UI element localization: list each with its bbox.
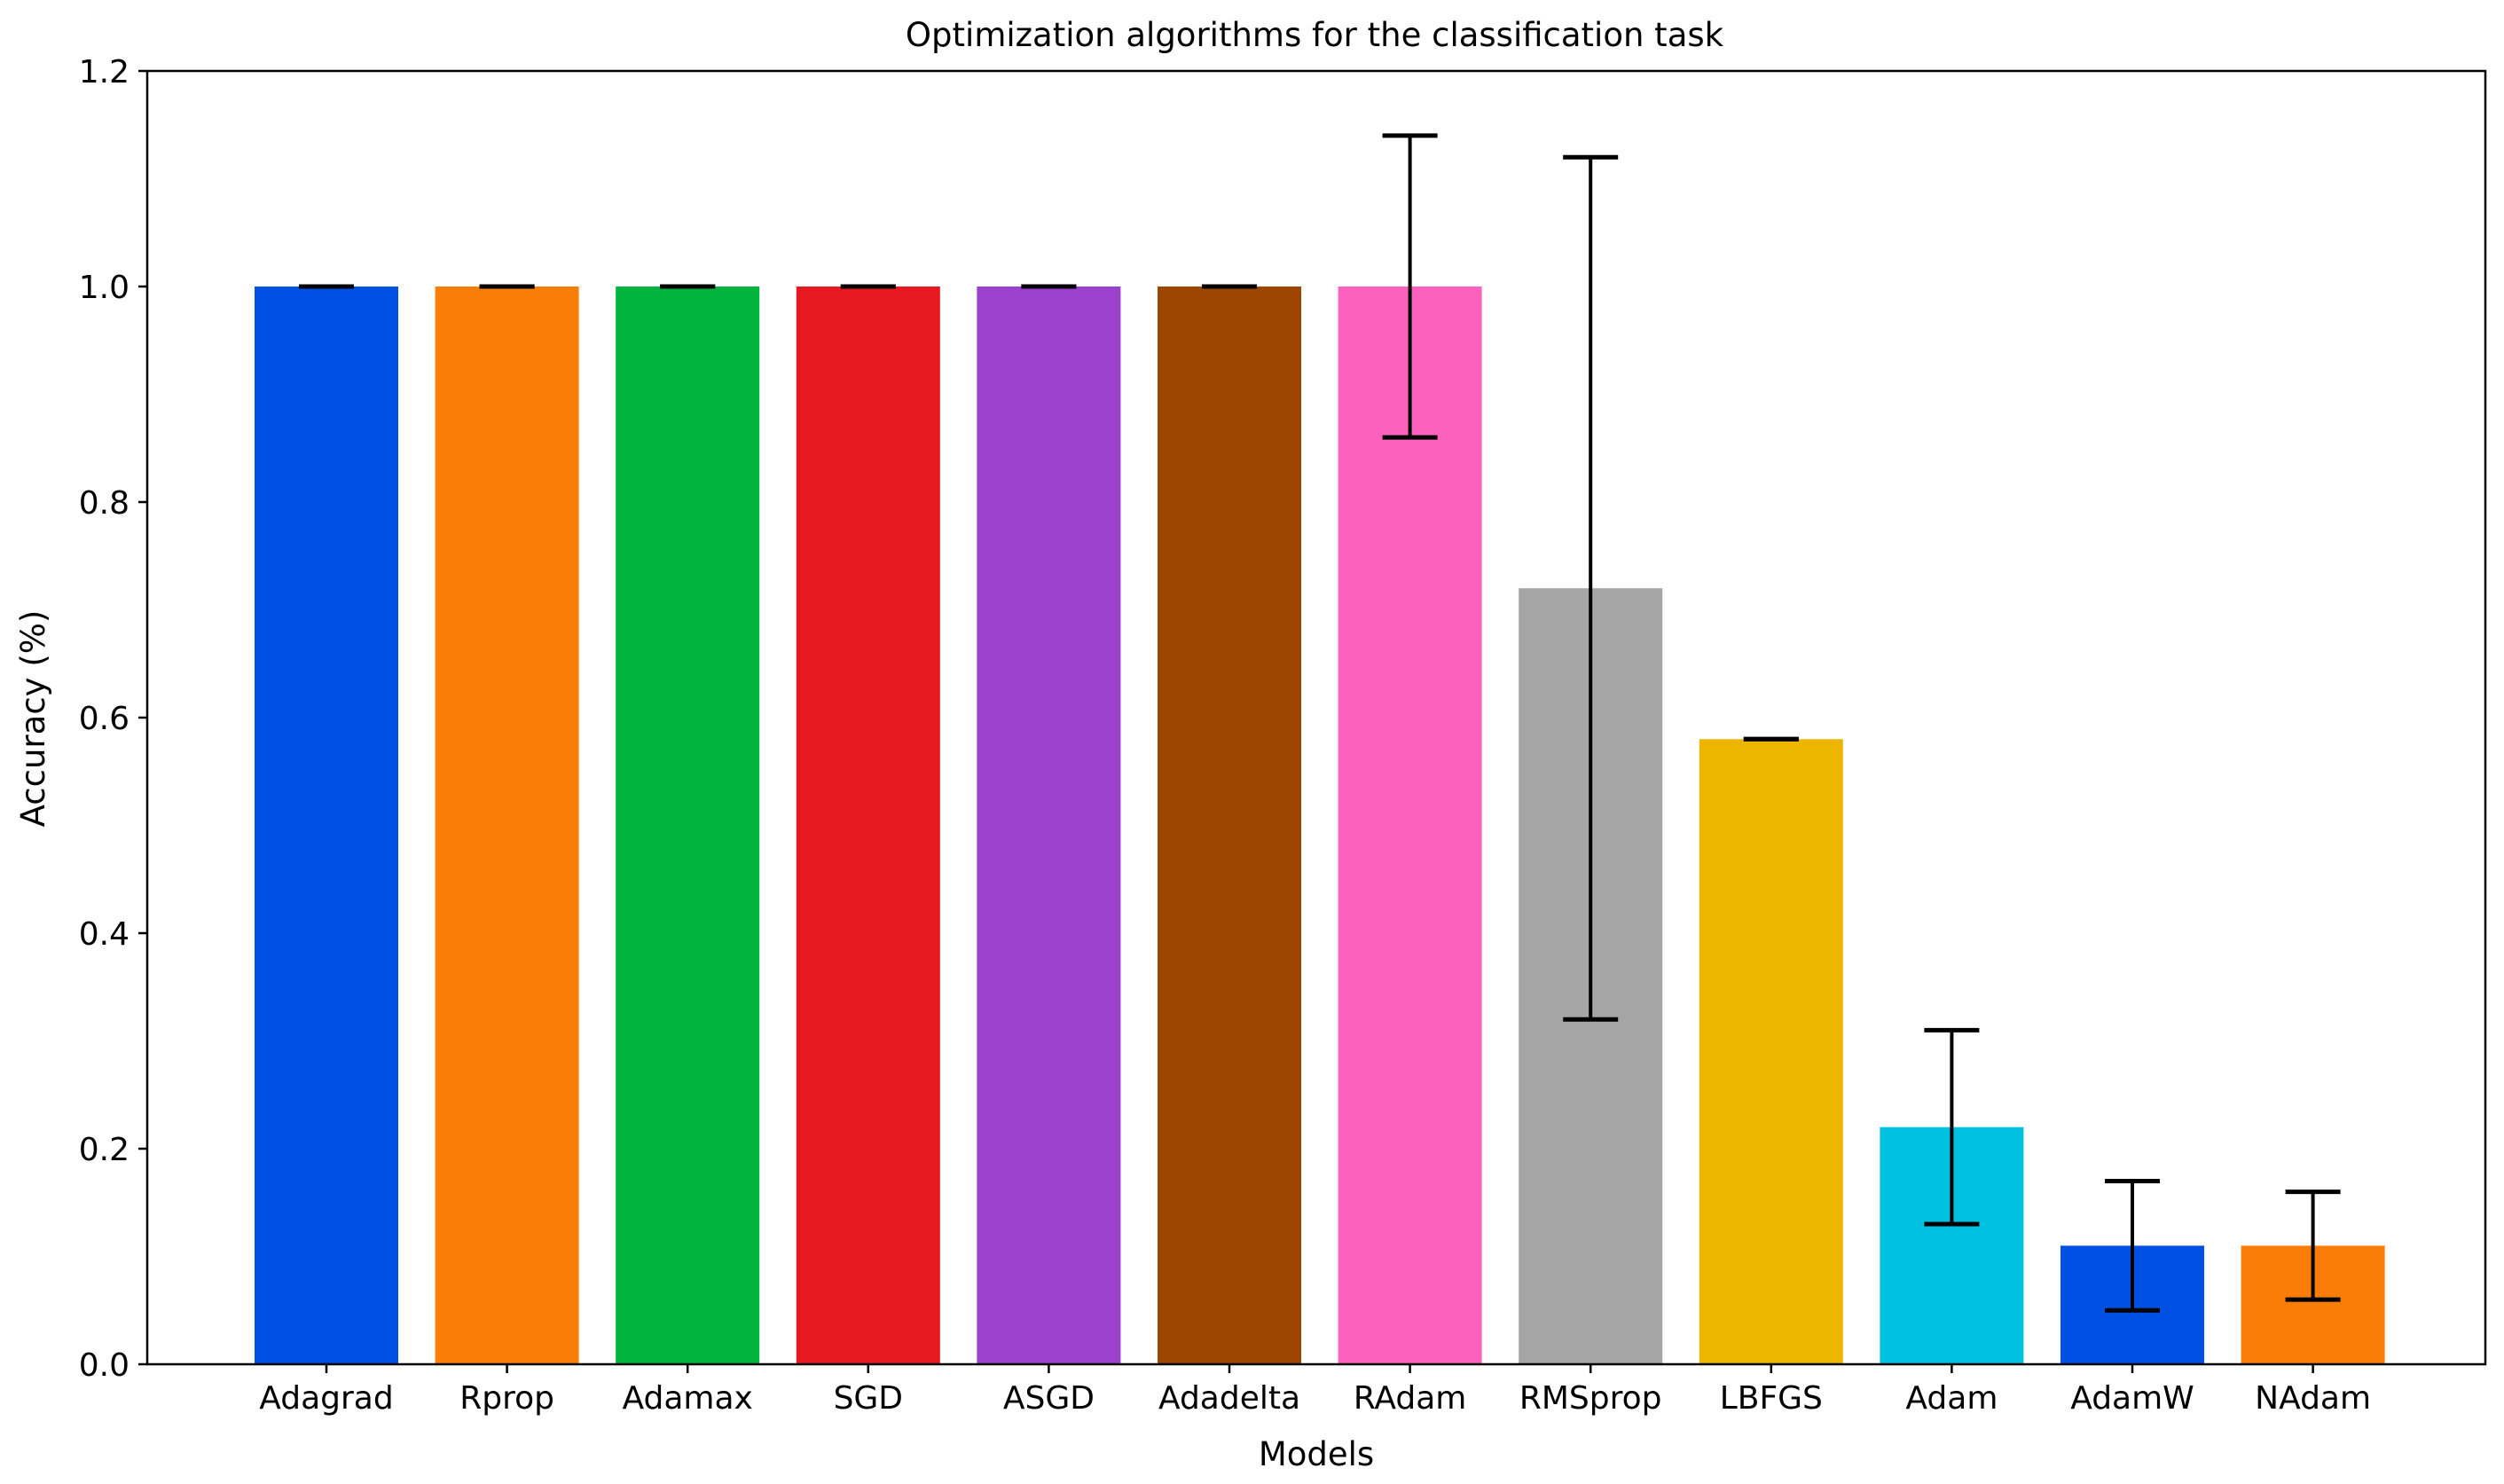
x-tick-label-asgd: ASGD	[1003, 1380, 1095, 1417]
bar-adagrad	[255, 287, 398, 1364]
bar-rprop	[435, 287, 579, 1364]
bar-adadelta	[1158, 287, 1301, 1364]
error-bar-nadam	[2285, 1190, 2341, 1302]
y-tick-label: 0.6	[79, 701, 130, 737]
error-bar-adam	[1924, 1027, 1980, 1227]
bar-radam	[1338, 287, 1482, 1364]
x-tick-label-nadam: NAdam	[2255, 1380, 2371, 1417]
x-tick-label-adagrad: Adagrad	[259, 1380, 393, 1417]
y-tick-label: 0.2	[79, 1132, 130, 1168]
x-tick-label-radam: RAdam	[1354, 1380, 1467, 1417]
x-tick-label-adamax: Adamax	[623, 1380, 753, 1417]
x-tick-label-adadelta: Adadelta	[1158, 1380, 1300, 1417]
error-bar-radam	[1382, 133, 1438, 440]
x-tick-label-rprop: Rprop	[459, 1380, 554, 1417]
y-tick-label: 1.0	[79, 270, 130, 306]
x-axis-label: Models	[1259, 1435, 1374, 1473]
chart-title: Optimization algorithms for the classifi…	[906, 16, 1724, 54]
x-tick-label-adamw: AdamW	[2070, 1380, 2194, 1417]
x-axis: Adagrad Rprop Adamax SGD ASGD Adadelta RAdam RM…	[259, 1364, 2371, 1417]
y-axis-label: Accuracy (%)	[14, 610, 52, 828]
bar-asgd	[977, 287, 1121, 1364]
bar-lbfgs	[1699, 739, 1843, 1364]
y-tick-label: 1.2	[79, 54, 130, 90]
x-tick-label-rmsprop: RMSprop	[1519, 1380, 1662, 1417]
bar-sgd	[796, 287, 940, 1364]
y-axis: 0.0 0.2 0.4 0.6 0.8 1.0 1.2	[79, 54, 147, 1384]
error-bars-group	[299, 133, 2341, 1313]
y-tick-label: 0.0	[79, 1347, 130, 1384]
x-tick-label-adam: Adam	[1905, 1380, 1998, 1417]
y-tick-label: 0.8	[79, 485, 130, 522]
x-tick-label-lbfgs: LBFGS	[1720, 1380, 1823, 1417]
y-tick-label: 0.4	[79, 916, 130, 953]
error-bar-adamw	[2105, 1178, 2160, 1313]
bars-group	[255, 287, 2385, 1364]
bar-adamax	[616, 287, 760, 1364]
x-tick-label-sgd: SGD	[834, 1380, 903, 1417]
error-bar-rmsprop	[1563, 154, 1619, 1022]
